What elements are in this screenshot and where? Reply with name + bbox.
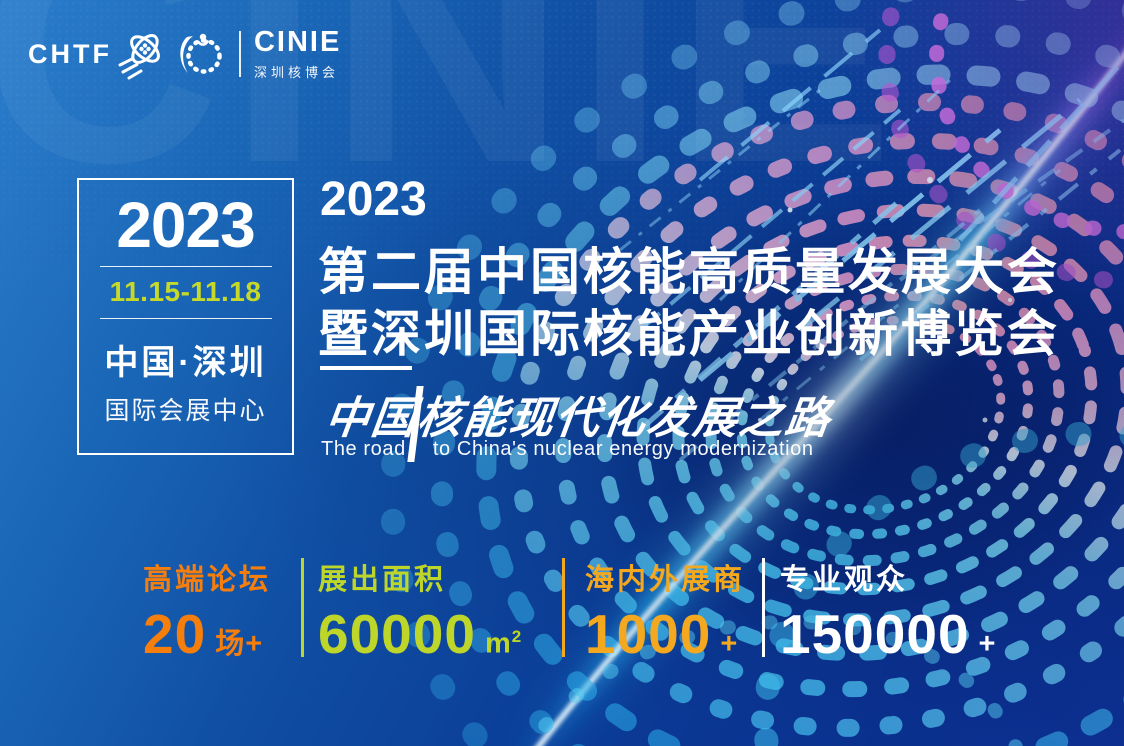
dashed-streaks <box>619 28 1124 462</box>
atom-swirl-icon <box>118 34 160 80</box>
stat-forums: 高端论坛 20 场+ <box>143 556 271 662</box>
vortex-outer-rings <box>380 0 1124 746</box>
event-year: 2023 <box>116 189 255 261</box>
stat-unit-superscript: 2 <box>511 627 523 647</box>
title-line-1: 第二届中国核能高质量发展大会 <box>318 244 1060 300</box>
stat-area: 展出面积 60000 m2 <box>318 556 522 662</box>
slogan-english-right: to China's nuclear energy modernization <box>432 438 814 460</box>
stat-unit: 场+ <box>215 628 264 660</box>
stat-label: 海内外展商 <box>585 564 746 596</box>
stat-number: 20 <box>143 603 207 665</box>
cyan-bottom-dots <box>485 421 1124 746</box>
stat-number: 60000 <box>318 603 476 665</box>
slogan-english-left: The road <box>321 438 406 460</box>
cinie-logo-text: CINIE <box>253 25 342 58</box>
stat-unit-symbol: m <box>484 628 512 660</box>
divider-line <box>99 318 272 319</box>
stat-label: 展出面积 <box>318 564 447 596</box>
stat-label: 高端论坛 <box>143 564 272 596</box>
stat-label: 专业观众 <box>780 564 909 596</box>
sparkle-dots <box>758 177 1012 423</box>
chtf-logo-text: CHTF <box>28 38 112 69</box>
event-dates: 11.15-11.18 <box>109 276 262 307</box>
slogan-chinese: 中国核能现代化发展之路 <box>322 394 835 443</box>
date-venue-box: 2023 11.15-11.18 中国·深圳 国际会展中心 <box>77 178 294 455</box>
nuclear-globe-icon <box>180 33 222 74</box>
logo-divider <box>238 31 241 77</box>
stat-unit: + <box>978 628 997 660</box>
stat-unit: + <box>720 628 739 660</box>
logo-bar: CHTF CINIE 深圳核博 <box>28 26 341 82</box>
vortex-dot-rings <box>509 93 1124 737</box>
stat-exhibitors: 海内外展商 1000 + <box>585 556 745 662</box>
title-year: 2023 <box>320 173 427 226</box>
stat-visitors: 专业观众 150000 + <box>780 556 996 662</box>
stat-divider <box>301 558 304 657</box>
event-city: 中国·深圳 <box>104 344 267 382</box>
title-line-2: 暨深圳国际核能产业创新博览会 <box>318 306 1060 362</box>
stat-number: 1000 <box>585 603 712 665</box>
stat-value: 60000 m2 <box>318 607 522 662</box>
stat-value: 1000 + <box>585 607 745 662</box>
slogan-gap <box>406 438 433 461</box>
stats-row: 高端论坛 20 场+ 展出面积 60000 m2 海内外展商 1000 + <box>0 556 1124 666</box>
cinie-logo-subtitle: 深圳核博会 <box>253 64 339 80</box>
slogan-english: The road to China's nuclear energy moder… <box>321 438 814 461</box>
divider-line <box>99 266 272 267</box>
event-venue: 国际会展中心 <box>104 397 267 425</box>
stat-value: 20 场+ <box>143 607 271 662</box>
title-block: 2023 第二届中国核能高质量发展大会 暨深圳国际核能产业创新博览会 中国核能现… <box>318 172 1118 482</box>
stat-number: 150000 <box>780 603 970 665</box>
slogan-rule <box>320 366 412 370</box>
stat-divider <box>562 558 565 657</box>
stat-unit: m2 <box>485 627 522 661</box>
cinie-logo-block: CINIE 深圳核博会 <box>253 25 342 81</box>
stat-value: 150000 + <box>780 607 996 662</box>
stat-divider <box>762 558 765 657</box>
